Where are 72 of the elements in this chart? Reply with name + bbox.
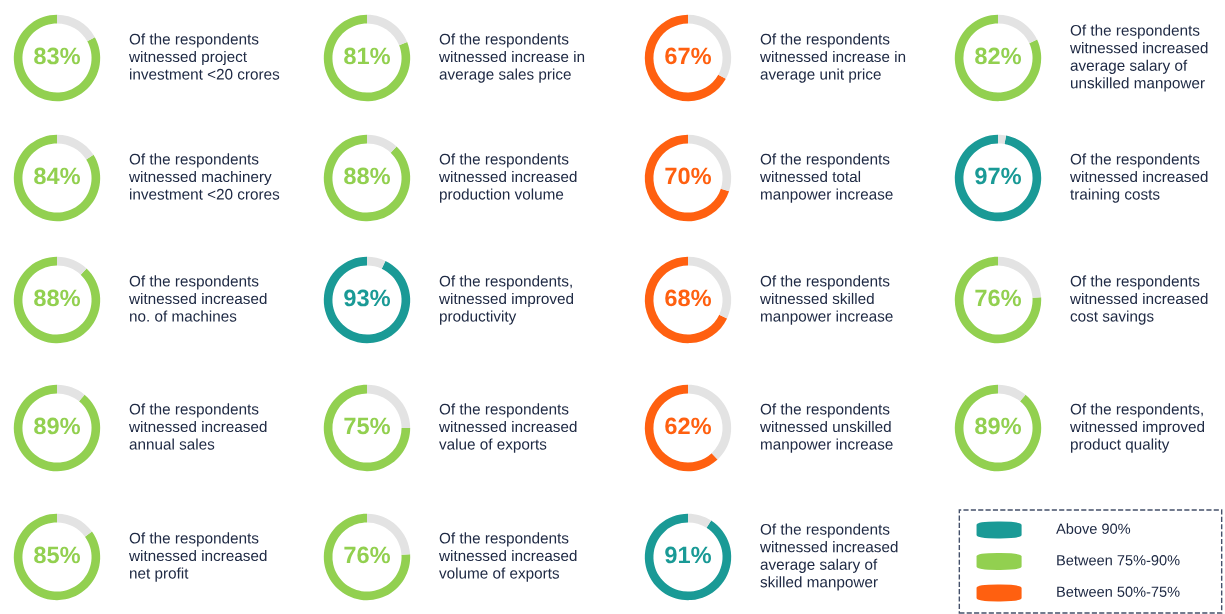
text: Of the respondents witnessed increase in average unit price [759,33,906,83]
donut-slice [57,134,94,160]
donut-slice [323,134,411,222]
text: Of the respondents witnessed increased average salary of unskilled manpower [1069,24,1208,92]
data-label: 84% [34,167,81,185]
text: Of the respondents witnessed total manpower increase [759,153,893,203]
donut-slice [57,14,95,42]
donut-slice [367,14,408,46]
text: Of the respondents witnessed project investment <20 crores [128,33,280,80]
text: Of the respondents witnessed increased value of exports [438,403,577,453]
data-label: 81% [344,47,391,65]
text: Of the respondents witnessed increased average salary of skilled manpower [759,523,898,591]
data-label: 89% [975,417,1022,435]
donut-slice [323,513,411,601]
text: Of the respondents witnessed machinery investment <20 crores [128,153,280,200]
category-label: Between 50%-75% [1057,586,1180,597]
donut-slice [323,14,411,102]
data-label: 82% [975,47,1022,65]
donut-slice [323,256,411,344]
donut-slice [13,134,101,222]
data-label: 70% [665,167,712,185]
data-label: 93% [344,289,391,307]
donut-slice [57,256,87,275]
donut-slice [57,384,85,402]
data-label: 89% [34,417,81,435]
text: Of the respondents witnessed increased net profit [128,532,267,582]
donut-slice [13,14,101,102]
text: Of the respondents, witnessed improved productivity [438,275,574,325]
data-label: 85% [34,546,81,564]
donut-slice [954,256,1042,344]
donut-slice [688,513,712,528]
text: Of the respondents witnessed increased annual sales [128,403,267,450]
donut-slice [13,513,101,601]
donut-slice [57,513,92,537]
category-label: Between 75%-90% [1057,555,1180,566]
data-label: 76% [344,546,391,564]
donut-slice [954,384,1042,472]
text: Of the respondents witnessed unskilled manpower increase [759,403,893,453]
data-label: 62% [665,417,712,435]
data-label: 67% [665,47,712,65]
donut-slice [13,256,101,344]
donut-slice [13,384,101,472]
category-label: Above 90% [1056,523,1131,534]
text: Of the respondents witnessed increased production volume [438,153,577,203]
donut-slice [644,513,732,601]
text: Of the respondents witnessed increased volume of exports [438,532,577,582]
data-label: 83% [34,47,81,65]
donut-slice [323,384,411,472]
text: Of the respondents witnessed increased no. of machines [128,275,267,322]
data-label: 97% [975,167,1022,185]
donut-slice [998,134,1007,145]
text: Of the respondents witnessed increased training costs [1069,153,1208,203]
text: Of the respondents witnessed increased cost savings [1069,275,1208,325]
text: Of the respondents, witnessed improved product quality [1069,403,1205,453]
donut-slice [954,134,1042,222]
donut-slice [998,14,1038,44]
data-label: 88% [34,289,81,307]
donut-slice [998,384,1026,402]
donut-slice [644,256,728,344]
data-label: 88% [344,167,391,185]
donut-slice [644,14,726,102]
donut-slice [644,134,730,222]
text: Of the respondents witnessed increase in average sales price [438,33,585,83]
donut-slice [644,384,718,472]
donut-slice [954,14,1042,102]
data-label: 91% [665,546,712,564]
donut-slice [367,256,386,269]
donut-slice [367,134,397,153]
data-label: 76% [975,289,1022,307]
text: Of the respondents witnessed skilled manpower increase [759,275,893,325]
data-label: 75% [344,417,391,435]
data-label: 68% [665,289,712,307]
